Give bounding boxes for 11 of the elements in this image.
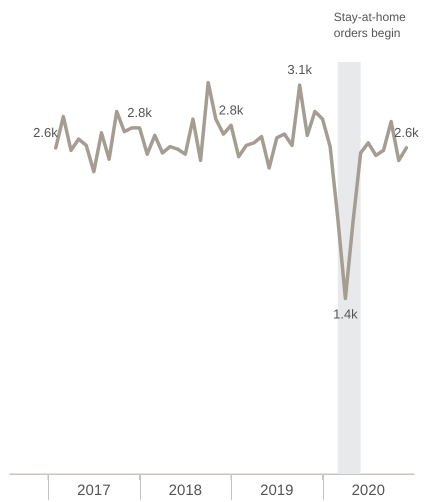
x-tick-label: 2017 [77, 482, 111, 500]
x-tick-label: 2019 [260, 482, 294, 500]
data-label: 1.4k [333, 306, 358, 322]
data-label: 2.6k [33, 124, 58, 140]
x-tick-label: 2020 [352, 482, 385, 500]
x-tick-label: 2018 [168, 482, 202, 500]
data-label: 2.8k [127, 104, 152, 120]
band-label: Stay-at-home orders begin [334, 10, 406, 40]
data-label: 2.6k [394, 124, 420, 140]
data-label: 2.8k [218, 102, 244, 118]
data-label: 3.1k [287, 62, 312, 78]
